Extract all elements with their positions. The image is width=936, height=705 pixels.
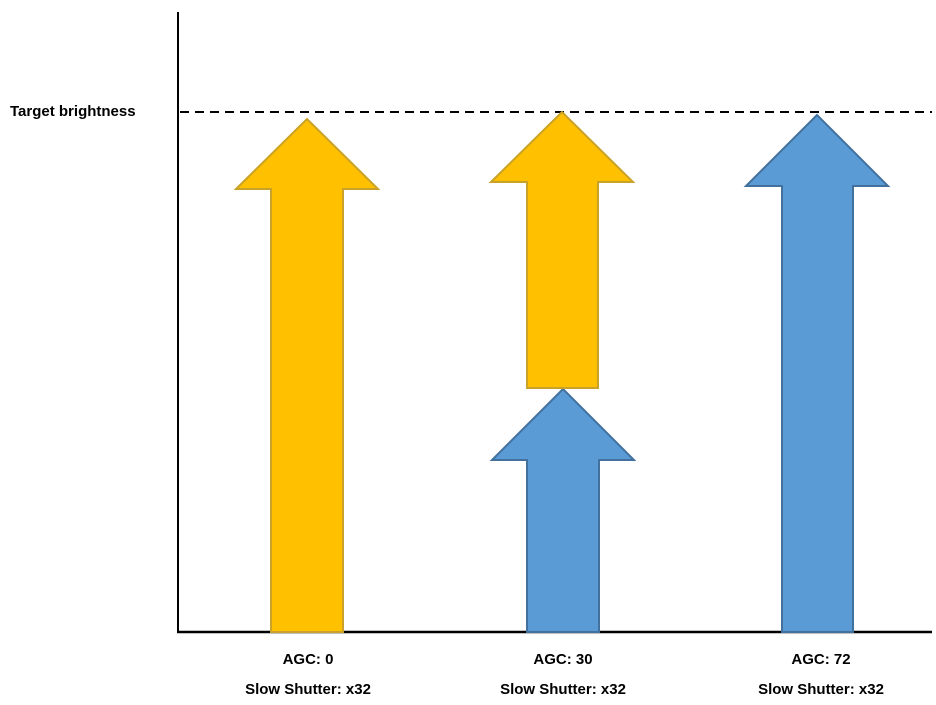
target-brightness-label: Target brightness — [10, 103, 136, 120]
column-label-2: AGC: 30 Slow Shutter: x32 — [453, 645, 673, 705]
agc-arrow-col3 — [743, 113, 891, 633]
column-label-1: AGC: 0 Slow Shutter: x32 — [198, 645, 418, 705]
agc-value-label: AGC: 72 — [791, 651, 851, 668]
column-label-3: AGC: 72 Slow Shutter: x32 — [711, 645, 931, 705]
agc-value-label: AGC: 0 — [282, 651, 334, 668]
slow-shutter-label: Slow Shutter: x32 — [500, 681, 626, 698]
slow-shutter-arrow-col2 — [488, 110, 636, 389]
slow-shutter-arrow-col1 — [233, 117, 381, 633]
agc-arrow-col2 — [489, 387, 637, 633]
agc-value-label: AGC: 30 — [533, 651, 593, 668]
slow-shutter-label: Slow Shutter: x32 — [758, 681, 884, 698]
slow-shutter-label: Slow Shutter: x32 — [245, 681, 371, 698]
